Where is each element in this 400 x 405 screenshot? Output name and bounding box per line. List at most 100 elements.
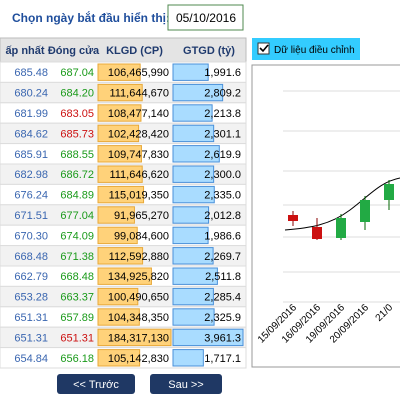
close-price: 688.55 (60, 149, 94, 161)
low-price: 676.24 (14, 190, 48, 202)
close-price: 668.48 (60, 271, 94, 283)
low-price: 668.48 (14, 251, 48, 263)
volume-bar (97, 104, 142, 122)
value-bar (172, 185, 215, 204)
trade-value: 2,809.2 (204, 88, 241, 100)
volume-bar (97, 145, 142, 163)
close-price: 651.31 (60, 332, 94, 344)
next-label: Sau >> (168, 379, 203, 391)
volume: 91,965,270 (114, 210, 169, 222)
volume: 115,019,350 (109, 190, 169, 202)
date-label: Chọn ngày bắt đầu hiển thị: (12, 10, 170, 25)
value-bar (172, 308, 215, 326)
volume-bar (97, 267, 152, 285)
value-bar (172, 287, 214, 306)
chart-panel (251, 64, 400, 368)
trade-value: 2,325.9 (204, 312, 241, 324)
volume-bar (97, 226, 138, 245)
value-bar (172, 247, 214, 265)
trade-value: 1,717.1 (204, 353, 241, 365)
trend-line (284, 177, 400, 231)
value-bar (172, 328, 244, 347)
low-price: 685.91 (14, 149, 48, 161)
checkbox[interactable] (257, 42, 270, 55)
close-price: 677.04 (60, 210, 94, 222)
volume-bar (97, 124, 140, 143)
volume: 105,142,830 (108, 353, 169, 365)
low-price: 671.51 (14, 210, 48, 222)
volume: 104,348,350 (108, 312, 169, 324)
value-bar (172, 124, 215, 143)
trade-value: 2,300.0 (204, 169, 241, 181)
close-price: 686.72 (60, 169, 94, 181)
low-price: 654.84 (14, 353, 48, 365)
column-header: GTGD (tỷ) (183, 45, 235, 57)
volume: 99,084,600 (114, 230, 169, 242)
trade-value: 2,012.8 (204, 210, 241, 222)
volume-bar (97, 287, 139, 306)
checkbox-bar (252, 38, 360, 60)
value-bar (172, 267, 218, 285)
table: ấp nhất Đóng cửa KLGD (CP) GTGD (tỷ) 685.48 6… (0, 37, 247, 369)
close-price: 671.38 (60, 251, 94, 263)
low-price: 684.62 (14, 128, 48, 140)
value-bar (172, 226, 209, 245)
close-price: 683.05 (60, 108, 94, 120)
column-header: Đóng cửa (48, 45, 100, 57)
low-price: 670.30 (14, 230, 48, 242)
value-bar (172, 145, 220, 163)
value-bar (172, 83, 224, 102)
volume: 134,925,820 (108, 271, 169, 283)
close-price: 674.09 (60, 230, 94, 242)
checkbox-label: Dữ liệu điều chỉnh (274, 44, 355, 56)
trade-value: 3,961.3 (204, 332, 241, 344)
candles (288, 180, 394, 240)
volume-bar (97, 83, 143, 102)
trade-value: 2,301.1 (204, 128, 241, 140)
low-price: 682.98 (14, 169, 48, 181)
volume: 112,592,880 (109, 251, 169, 263)
value-bar (172, 165, 215, 183)
next-button[interactable] (150, 374, 222, 394)
low-price: 680.24 (14, 88, 48, 100)
check-mark (259, 44, 269, 53)
trade-value: 2,285.4 (204, 292, 241, 304)
prev-button[interactable] (57, 374, 135, 394)
value-bar (172, 104, 213, 122)
date-value: 05/10/2016 (176, 11, 236, 25)
trade-value: 1,991.6 (204, 67, 241, 79)
trade-value: 1,986.6 (204, 230, 241, 242)
low-price: 662.79 (14, 271, 48, 283)
close-price: 656.18 (60, 353, 94, 365)
date-input[interactable] (167, 4, 244, 31)
volume: 108,477,140 (108, 108, 169, 120)
volume-bar (97, 308, 140, 326)
volume-bar (97, 247, 144, 265)
volume-bar (97, 206, 135, 224)
close-price: 684.20 (60, 88, 94, 100)
volume-bar (97, 349, 141, 367)
close-price: 663.37 (60, 292, 94, 304)
value-bar (172, 63, 209, 81)
close-price: 657.89 (60, 312, 94, 324)
low-price: 651.31 (14, 332, 48, 344)
volume: 111,644,670 (109, 88, 169, 100)
volume: 106,465,990 (108, 67, 169, 79)
volume: 111,646,620 (109, 169, 169, 181)
volume-bar (97, 185, 145, 204)
volume: 109,747,830 (108, 149, 169, 161)
volume-bar (97, 63, 141, 81)
low-price: 681.99 (14, 108, 48, 120)
trade-value: 2,511.8 (205, 271, 241, 283)
low-price: 651.31 (14, 312, 48, 324)
column-header: KLGD (CP) (106, 45, 163, 57)
close-price: 684.89 (60, 190, 94, 202)
trade-value: 2,619.9 (204, 149, 241, 161)
low-price: 653.28 (14, 292, 48, 304)
value-bar (172, 349, 204, 367)
column-header: ấp nhất (5, 45, 44, 57)
volume-bar (97, 328, 172, 347)
value-bar (172, 206, 210, 224)
close-price: 685.73 (60, 128, 94, 140)
